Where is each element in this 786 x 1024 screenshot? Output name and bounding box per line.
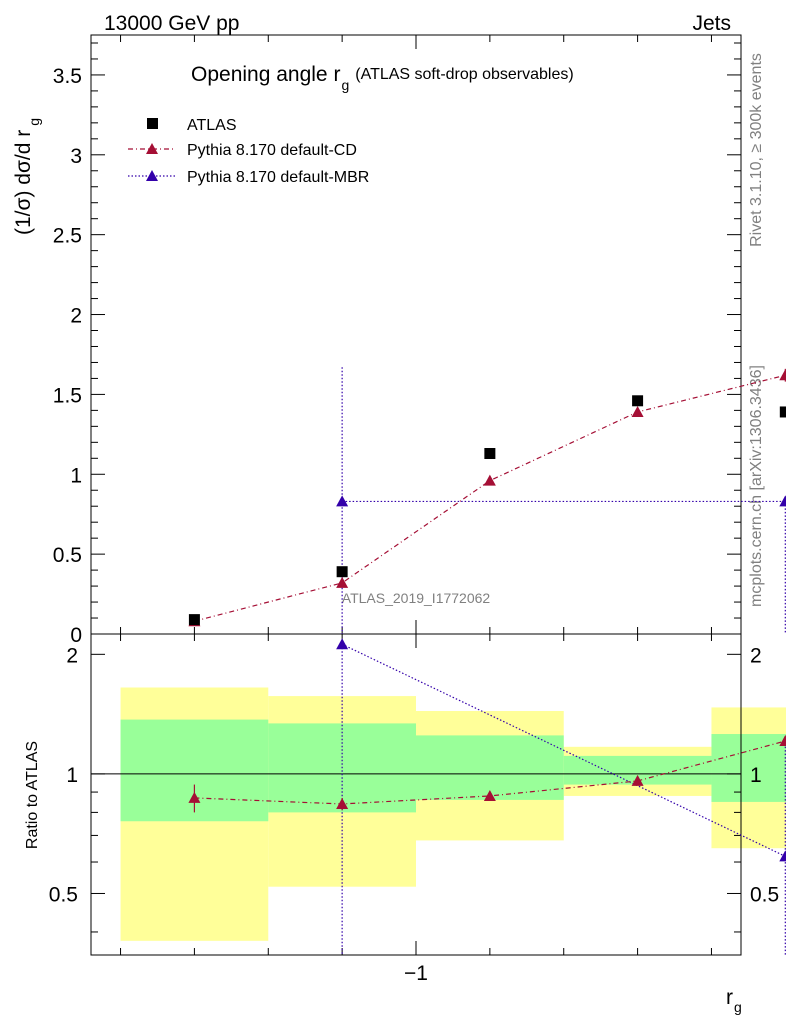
- top-y-axis-label: (1/σ) dσ/d r g: [12, 118, 42, 235]
- mbr-ratio-point-1: [779, 850, 786, 862]
- cd-ratio-point-2: [483, 789, 496, 801]
- cd-ratio-point-3: [631, 774, 644, 786]
- top-y-tick-label-0: 0: [70, 624, 82, 647]
- legend-marker-atlas: [147, 118, 158, 129]
- ratio-y-tick-label-right-0: 0.5: [750, 883, 779, 906]
- cd-ratio-point-1: [336, 797, 349, 809]
- mbr-ratio-point-0: [336, 638, 349, 650]
- legend-label-mbr: Pythia 8.170 default-MBR: [187, 169, 369, 186]
- legend: ATLAS Pythia 8.170 default-CD Pythia 8.1…: [128, 117, 369, 186]
- ratio-y-tick-label-right-1: 1: [750, 764, 762, 787]
- x-axis-label: rg: [726, 986, 742, 1015]
- side-label-mcplots: mcplots.cern.ch [arXiv:1306.3436]: [748, 365, 765, 607]
- legend-label-cd: Pythia 8.170 default-CD: [187, 142, 357, 159]
- top-y-tick-label-3: 1.5: [53, 384, 82, 407]
- cd-ratio-line: [194, 740, 786, 805]
- x-tick-label-0: −1: [404, 962, 428, 985]
- header-right: Jets: [692, 12, 731, 35]
- top-y-tick-label-5: 2.5: [53, 225, 82, 248]
- ratio-y-tick-label-left-1: 1: [66, 764, 78, 787]
- top-y-tick-label-6: 3: [70, 145, 82, 168]
- mbr-top-point-0: [336, 495, 349, 507]
- analysis-id: ATLAS_2019_I1772062: [342, 590, 491, 606]
- mbr-top-point-1: [779, 495, 786, 507]
- ratio-y-tick-label-right-2: 2: [750, 644, 762, 667]
- ratio-y-axis-label: Ratio to ATLAS: [24, 741, 41, 849]
- x-axis-label-main: r: [726, 986, 733, 1009]
- cd-top-line: [194, 374, 786, 622]
- cd-top-point-1: [336, 576, 349, 588]
- cd-top-point-3: [631, 405, 644, 417]
- atlas-data-point-1: [336, 566, 348, 578]
- atlas-data-point-4: [779, 406, 786, 418]
- plot-title: Opening angle rg (ATLAS soft-drop observa…: [191, 63, 574, 93]
- legend-marker-mbr: [146, 170, 158, 181]
- atlas-data-point-3: [632, 395, 644, 407]
- plot-title-sub: g: [341, 77, 349, 93]
- top-y-tick-label-1: 0.5: [53, 544, 82, 567]
- side-label-rivet: Rivet 3.1.10, ≥ 300k events: [748, 53, 765, 247]
- top-y-tick-label-2: 1: [70, 464, 82, 487]
- atlas-data-point-0: [188, 614, 200, 626]
- x-axis-label-sub: g: [734, 999, 742, 1015]
- cd-ratio-point-0: [188, 791, 201, 803]
- ratio-band-inner-4: [711, 734, 786, 802]
- cd-top-point-4: [779, 369, 786, 381]
- mbr-ratio-line: [341, 643, 786, 857]
- svg-text:(1/σ) dσ/d rg: (1/σ) dσ/d r g: [12, 118, 42, 235]
- ratio-y-tick-label-left-2: 2: [66, 644, 78, 667]
- cd-ratio-point-4: [779, 735, 786, 747]
- legend-marker-cd: [146, 143, 158, 154]
- ratio-band-inner-2: [416, 735, 564, 800]
- plot-title-rest: (ATLAS soft-drop observables): [355, 66, 573, 83]
- cd-top-point-2: [483, 474, 496, 486]
- top-y-tick-label-7: 3.5: [53, 65, 82, 88]
- atlas-data-point-2: [484, 448, 496, 460]
- top-y-axis-label-sub: g: [26, 118, 42, 126]
- legend-label-atlas: ATLAS: [187, 117, 237, 134]
- top-y-tick-label-4: 2: [70, 305, 82, 328]
- ratio-y-tick-label-left-0: 0.5: [49, 883, 78, 906]
- plot-title-main: Opening angle r: [191, 63, 340, 86]
- top-y-axis-label-main: (1/σ) dσ/d r: [12, 130, 35, 235]
- header-left: 13000 GeV pp: [104, 12, 239, 35]
